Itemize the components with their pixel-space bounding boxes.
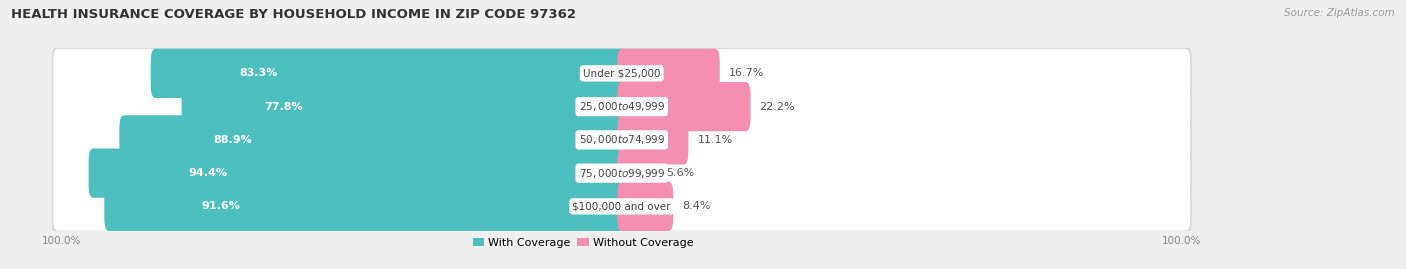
Text: 22.2%: 22.2%	[759, 102, 796, 112]
Text: 11.1%: 11.1%	[697, 135, 733, 145]
Text: 83.3%: 83.3%	[239, 68, 277, 78]
FancyBboxPatch shape	[89, 148, 626, 198]
FancyBboxPatch shape	[52, 80, 1192, 133]
Text: 16.7%: 16.7%	[728, 68, 763, 78]
FancyBboxPatch shape	[52, 47, 1192, 100]
FancyBboxPatch shape	[617, 49, 720, 98]
FancyBboxPatch shape	[617, 115, 689, 164]
Text: $75,000 to $99,999: $75,000 to $99,999	[579, 167, 665, 180]
FancyBboxPatch shape	[617, 182, 673, 231]
FancyBboxPatch shape	[120, 115, 626, 164]
Text: 94.4%: 94.4%	[188, 168, 228, 178]
FancyBboxPatch shape	[52, 113, 1192, 167]
FancyBboxPatch shape	[52, 180, 1192, 233]
FancyBboxPatch shape	[181, 82, 626, 131]
FancyBboxPatch shape	[53, 49, 1189, 98]
Text: Under $25,000: Under $25,000	[583, 68, 661, 78]
Text: $100,000 and over: $100,000 and over	[572, 201, 671, 211]
FancyBboxPatch shape	[617, 82, 751, 131]
FancyBboxPatch shape	[53, 116, 1189, 164]
FancyBboxPatch shape	[150, 49, 626, 98]
Text: 88.9%: 88.9%	[214, 135, 252, 145]
Text: 91.6%: 91.6%	[201, 201, 240, 211]
Text: 77.8%: 77.8%	[264, 102, 304, 112]
Legend: With Coverage, Without Coverage: With Coverage, Without Coverage	[472, 238, 693, 248]
Text: 8.4%: 8.4%	[682, 201, 710, 211]
FancyBboxPatch shape	[52, 147, 1192, 200]
Text: Source: ZipAtlas.com: Source: ZipAtlas.com	[1284, 8, 1395, 18]
FancyBboxPatch shape	[53, 149, 1189, 197]
FancyBboxPatch shape	[104, 182, 626, 231]
Text: $25,000 to $49,999: $25,000 to $49,999	[579, 100, 665, 113]
Text: HEALTH INSURANCE COVERAGE BY HOUSEHOLD INCOME IN ZIP CODE 97362: HEALTH INSURANCE COVERAGE BY HOUSEHOLD I…	[11, 8, 576, 21]
Text: 5.6%: 5.6%	[666, 168, 695, 178]
Text: $50,000 to $74,999: $50,000 to $74,999	[579, 133, 665, 146]
FancyBboxPatch shape	[617, 148, 658, 198]
FancyBboxPatch shape	[53, 182, 1189, 231]
FancyBboxPatch shape	[53, 82, 1189, 131]
